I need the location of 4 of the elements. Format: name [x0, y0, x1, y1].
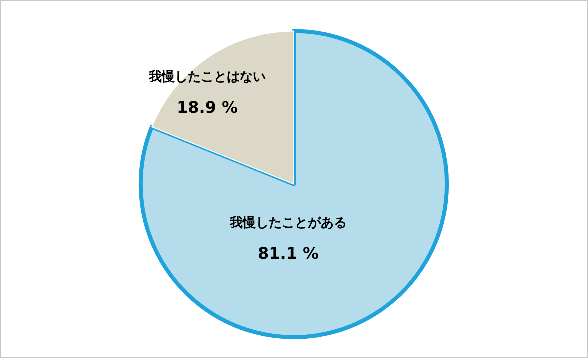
slice-label: 我慢したことがある — [229, 214, 347, 231]
data-label: 81.1 % — [258, 244, 320, 263]
data-label: 18.9 % — [176, 98, 238, 117]
slice-label: 我慢したことはない — [148, 68, 266, 85]
